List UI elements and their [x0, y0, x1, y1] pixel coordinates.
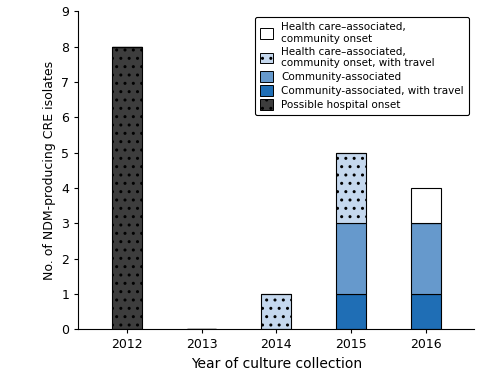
Bar [410, 294, 440, 329]
Bar [410, 223, 440, 294]
Bar [335, 294, 365, 329]
Bar [112, 47, 142, 329]
Bar [261, 294, 291, 329]
Y-axis label: No. of NDM-producing CRE isolates: No. of NDM-producing CRE isolates [42, 61, 56, 280]
X-axis label: Year of culture collection: Year of culture collection [190, 357, 361, 371]
Bar [335, 223, 365, 294]
Bar [335, 153, 365, 223]
Bar [410, 188, 440, 223]
Legend: Health care–associated,
community onset, Health care–associated,
community onset: Health care–associated, community onset,… [255, 17, 468, 115]
